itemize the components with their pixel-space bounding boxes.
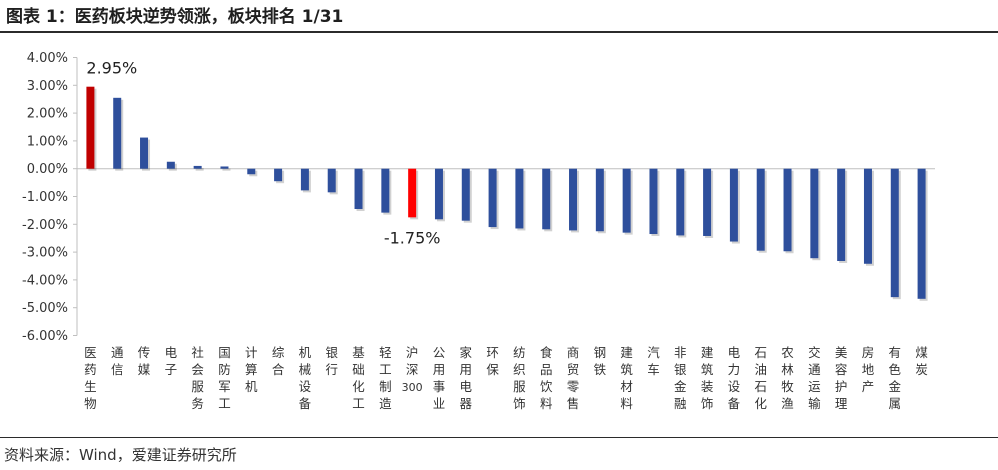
bar (837, 168, 846, 261)
bar (86, 86, 95, 169)
category-label: 医药生物 (84, 345, 97, 411)
bar (247, 168, 256, 175)
category-label: 轻工制造 (379, 345, 392, 411)
bar (300, 168, 309, 191)
bar (408, 168, 417, 218)
top-divider (0, 31, 998, 33)
category-label: 食品饮料 (540, 345, 553, 411)
y-tick-label: -5.00% (22, 301, 68, 316)
category-label: 非银金融 (674, 345, 687, 411)
bar (756, 168, 765, 251)
bar (140, 137, 149, 169)
category-label: 美容护理 (835, 345, 848, 411)
category-label: 钢铁 (594, 345, 607, 377)
bar-shadow (222, 168, 231, 171)
category-label: 家用电器 (460, 345, 473, 411)
category-label: 社会服务 (191, 345, 204, 411)
category-label: 建筑材料 (620, 345, 633, 411)
data-label: -1.75% (384, 228, 441, 247)
category-label: 机械设备 (299, 345, 312, 411)
category-label: 银行 (325, 345, 338, 377)
bar (193, 165, 202, 169)
y-tick-label: -1.00% (22, 190, 68, 205)
y-tick-label: -2.00% (22, 218, 68, 233)
category-label: 传媒 (138, 345, 151, 377)
source-note: 资料来源：Wind，爱建证券研究所 (4, 446, 237, 464)
category-label: 通信 (111, 345, 124, 377)
category-label: 汽车 (647, 345, 660, 377)
bar (917, 168, 926, 299)
bar (488, 168, 497, 228)
bar (783, 168, 792, 252)
y-tick-label: 4.00% (27, 51, 68, 66)
chart-title: 图表 1：医药板块逆势领涨，板块排名 1/31 (6, 7, 344, 27)
category-label: 综合 (272, 345, 285, 377)
bar (649, 168, 658, 235)
bar (515, 168, 524, 229)
category-label: 公用事业 (433, 345, 446, 411)
category-label: 房地产 (862, 345, 875, 394)
category-label: 建筑装饰 (701, 345, 714, 411)
bar (166, 161, 175, 169)
category-label: 纺织服饰 (513, 345, 526, 411)
category-label: 农林牧渔 (781, 345, 794, 411)
bar (542, 168, 551, 230)
y-tick-label: -3.00% (22, 246, 68, 261)
bar (863, 168, 872, 264)
bottom-divider (0, 437, 998, 438)
bar (890, 168, 899, 298)
category-label: 石油石化 (754, 345, 767, 411)
bar (381, 168, 390, 213)
bar-shadow (195, 167, 204, 171)
y-axis-ticks: 4.00% 3.00% 2.00% 1.00% 0.00% -1.00% -2.00% -3.… (22, 51, 77, 344)
bar (113, 97, 122, 169)
bar (220, 166, 229, 169)
bar (461, 168, 470, 221)
category-label: 计算机 (245, 345, 258, 394)
data-labels: 2.95% -1.75% (86, 59, 440, 248)
bar (729, 168, 738, 242)
y-tick-label: 3.00% (27, 79, 68, 94)
bar (622, 168, 631, 233)
bar (354, 168, 363, 210)
category-label: 交通运输 (808, 345, 821, 411)
category-label: 有色金属 (889, 345, 902, 411)
bar (569, 168, 578, 231)
category-label: 基础化工 (352, 345, 365, 411)
y-tick-label: 2.00% (27, 107, 68, 122)
bar (595, 168, 604, 232)
data-label: 2.95% (86, 59, 137, 78)
category-label: 沪深 300 (402, 345, 423, 394)
category-label: 煤炭 (915, 345, 928, 377)
category-label: 电子 (165, 345, 178, 377)
y-tick-label: -4.00% (22, 273, 68, 288)
bar (327, 168, 336, 193)
y-tick-label: 1.00% (27, 134, 68, 149)
category-label: 环保 (486, 345, 499, 377)
bar (703, 168, 712, 236)
bar (434, 168, 443, 220)
category-label: 商贸零售 (567, 345, 580, 411)
bar (676, 168, 685, 236)
y-tick-label: -6.00% (22, 329, 68, 344)
bar (274, 168, 283, 182)
bars (86, 86, 928, 301)
category-label: 电力设备 (728, 345, 741, 411)
bar (810, 168, 819, 259)
category-label: 国防军工 (218, 345, 231, 411)
y-tick-label: 0.00% (27, 162, 68, 177)
